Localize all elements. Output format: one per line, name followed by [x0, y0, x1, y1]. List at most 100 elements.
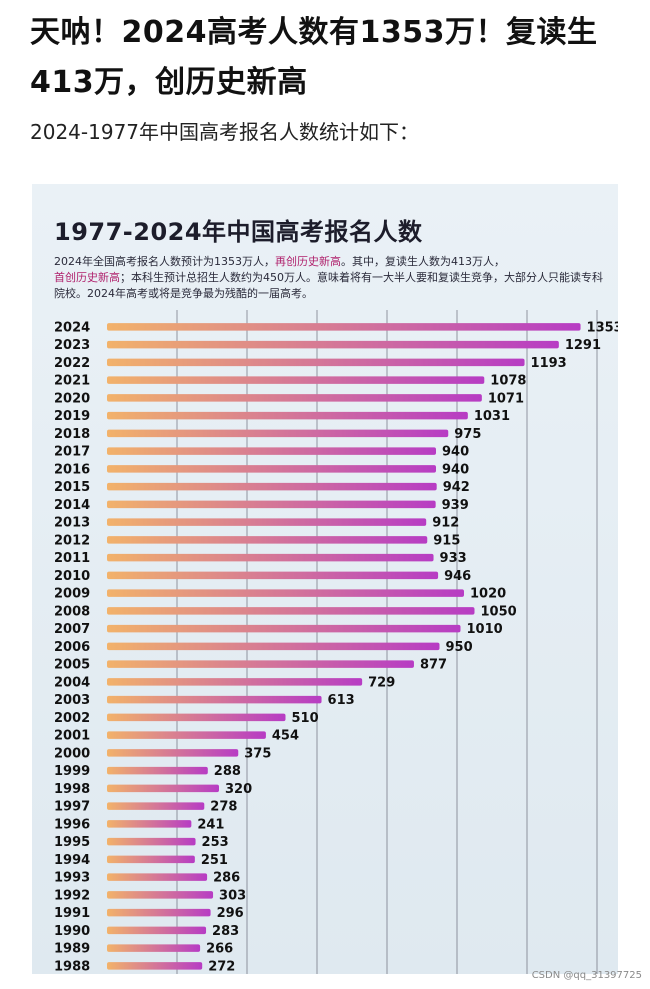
- bar: [107, 394, 482, 402]
- bar: [107, 944, 201, 952]
- year-label: 2024: [54, 320, 90, 335]
- bar: [107, 571, 439, 580]
- year-label: 2008: [54, 604, 90, 619]
- value-label: 912: [432, 516, 459, 531]
- value-label: 942: [443, 480, 470, 495]
- value-label: 320: [225, 782, 252, 797]
- value-label: 940: [442, 462, 469, 477]
- year-label: 1990: [54, 924, 90, 939]
- watermark: CSDN @qq_31397725: [531, 970, 642, 981]
- bar: [107, 802, 205, 810]
- bar-chart: 2024 1353 2023 1291 2022 1193 2021 1078 2020 1071…: [54, 310, 618, 974]
- year-label: 2012: [54, 533, 90, 548]
- value-label: 946: [444, 569, 471, 584]
- value-label: 1291: [565, 338, 601, 353]
- value-label: 613: [328, 693, 355, 708]
- value-label: 950: [446, 640, 473, 655]
- value-label: 975: [454, 427, 481, 442]
- bar: [107, 323, 581, 331]
- bar: [107, 340, 559, 349]
- value-label: 940: [442, 445, 469, 460]
- value-label: 1031: [474, 409, 510, 424]
- bar: [107, 837, 196, 846]
- bar: [107, 962, 203, 970]
- year-label: 2000: [54, 746, 90, 761]
- year-label: 1994: [54, 853, 90, 868]
- year-label: 2021: [54, 374, 90, 389]
- year-label: 1995: [54, 835, 90, 850]
- year-label: 2015: [54, 480, 90, 495]
- value-label: 1078: [490, 374, 526, 389]
- value-label: 266: [206, 942, 233, 957]
- note-highlight-2: 首创历史新高: [54, 271, 120, 284]
- bar: [107, 447, 436, 455]
- value-label: 933: [440, 551, 467, 566]
- bar: [107, 536, 428, 544]
- year-label: 2009: [54, 587, 90, 602]
- bar: [107, 873, 208, 881]
- year-label: 2020: [54, 391, 90, 406]
- bar: [107, 749, 239, 757]
- bar: [107, 766, 208, 775]
- year-label: 1992: [54, 888, 90, 903]
- note-text-3: ；本科生预计总招生人数约为450万人。意味着将有一大半人要和复读生竞争，大部分人…: [54, 271, 603, 300]
- year-label: 2016: [54, 462, 90, 477]
- value-label: 915: [433, 533, 460, 548]
- bar: [107, 482, 437, 491]
- chart-note: 2024年全国高考报名人数预计为1353万人，再创历史新高。其中，复读生人数为4…: [54, 254, 610, 302]
- value-label: 251: [201, 853, 228, 868]
- bar: [107, 908, 211, 917]
- note-text-2: 。其中，复读生人数为413万人，: [341, 255, 505, 268]
- value-label: 877: [420, 658, 447, 673]
- year-label: 2023: [54, 338, 90, 353]
- year-label: 2006: [54, 640, 90, 655]
- bar: [107, 820, 192, 828]
- year-label: 1988: [54, 959, 90, 974]
- value-label: 283: [212, 924, 239, 939]
- year-label: 2018: [54, 427, 90, 442]
- bar: [107, 678, 363, 686]
- year-label: 2005: [54, 658, 90, 673]
- value-label: 296: [217, 906, 244, 921]
- year-label: 1991: [54, 906, 90, 921]
- bar: [107, 713, 286, 722]
- bar: [107, 926, 207, 935]
- note-text-1: 2024年全国高考报名人数预计为1353万人，: [54, 255, 275, 268]
- value-label: 1071: [488, 391, 524, 406]
- value-label: 375: [244, 746, 271, 761]
- year-label: 1993: [54, 871, 90, 886]
- year-label: 2014: [54, 498, 90, 513]
- bar: [107, 411, 468, 420]
- value-label: 1010: [467, 622, 503, 637]
- bar: [107, 855, 195, 864]
- value-label: 1353: [587, 320, 618, 335]
- bar: [107, 429, 449, 438]
- year-label: 1998: [54, 782, 90, 797]
- year-label: 1999: [54, 764, 90, 779]
- value-label: 288: [214, 764, 241, 779]
- value-label: 1050: [481, 604, 517, 619]
- value-label: 510: [292, 711, 319, 726]
- value-label: 286: [213, 871, 240, 886]
- year-label: 2001: [54, 729, 90, 744]
- value-label: 729: [368, 675, 395, 690]
- year-label: 1997: [54, 800, 90, 815]
- bar: [107, 589, 464, 597]
- bar: [107, 660, 414, 668]
- bar: [107, 376, 485, 384]
- bar: [107, 500, 436, 509]
- value-label: 1020: [470, 587, 506, 602]
- year-label: 2017: [54, 445, 90, 460]
- year-label: 2011: [54, 551, 90, 566]
- bar: [107, 695, 322, 704]
- chart-title: 1977-2024年中国高考报名人数: [54, 218, 423, 246]
- bar: [107, 784, 219, 793]
- year-label: 2004: [54, 675, 90, 690]
- year-label: 2007: [54, 622, 90, 637]
- value-label: 272: [208, 959, 235, 974]
- bar: [107, 553, 434, 562]
- year-label: 2019: [54, 409, 90, 424]
- year-label: 1989: [54, 942, 90, 957]
- value-label: 939: [442, 498, 469, 513]
- value-label: 241: [197, 817, 224, 832]
